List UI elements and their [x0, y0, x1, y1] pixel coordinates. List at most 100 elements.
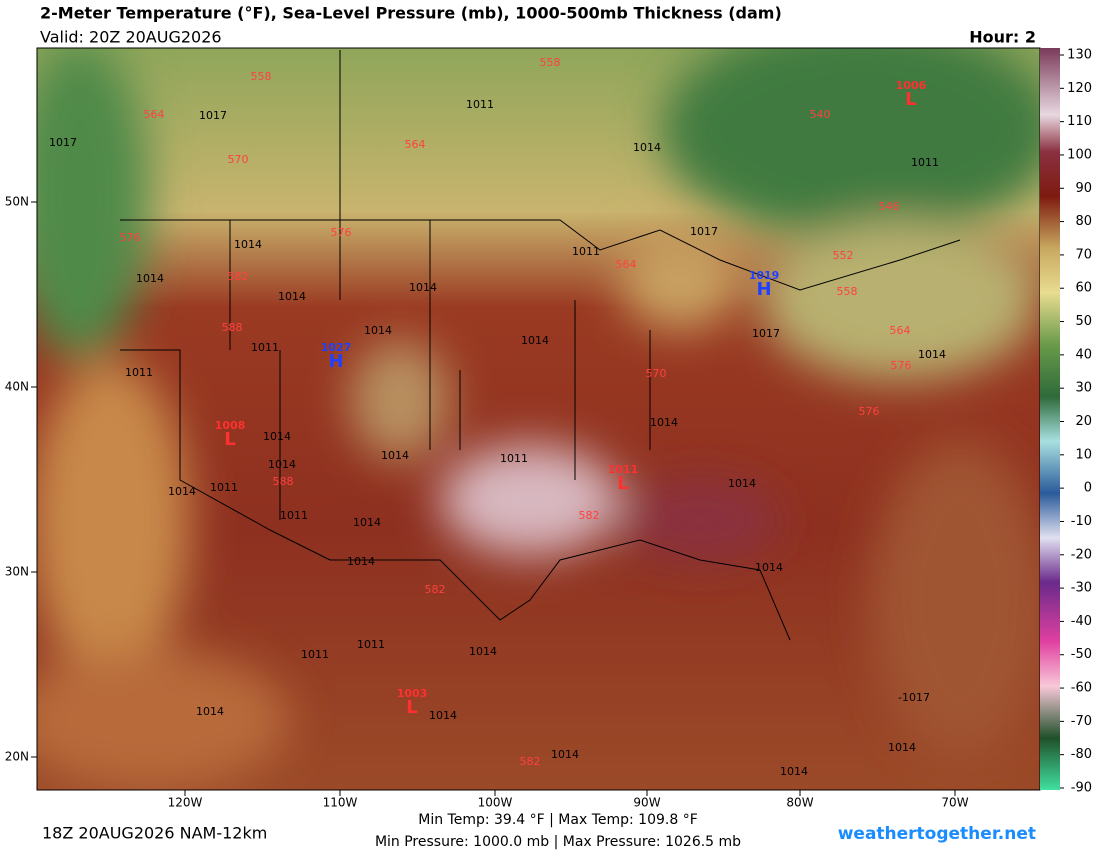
- thickness-label: 582: [425, 583, 446, 596]
- lon-label: 120W: [168, 796, 203, 810]
- colorbar-label: -90: [1071, 781, 1092, 796]
- pressure-label: 1017: [199, 109, 227, 122]
- colorbar-label: 50: [1075, 314, 1092, 329]
- pressure-label: 1014: [780, 765, 808, 778]
- pressure-label: 1017: [49, 136, 77, 149]
- pressure-label: 1014: [409, 281, 437, 294]
- colorbar-label: 130: [1067, 48, 1092, 63]
- pressure-label: 1011: [466, 98, 494, 111]
- thickness-label: 576: [859, 405, 880, 418]
- hour: Hour: 2: [969, 28, 1036, 47]
- center-letter: L: [406, 697, 417, 718]
- thickness-label: 582: [228, 270, 249, 283]
- colorbar-label: 60: [1075, 281, 1092, 296]
- colorbar-label: 100: [1067, 147, 1092, 162]
- thickness-label: 588: [222, 321, 243, 334]
- pressure-label: 1014: [136, 272, 164, 285]
- colorbar-label: 40: [1075, 347, 1092, 362]
- temp-range: Min Temp: 39.4 °F | Max Temp: 109.8 °F: [418, 812, 698, 828]
- center-value: 1019: [749, 269, 780, 282]
- thickness-label: 546: [879, 200, 900, 213]
- center-letter: H: [756, 279, 771, 300]
- thickness-label: 564: [405, 138, 426, 151]
- pressure-label: 1014: [364, 324, 392, 337]
- thickness-label: 552: [833, 249, 854, 262]
- lon-label: 110W: [323, 796, 358, 810]
- colorbar-label: -70: [1071, 714, 1092, 729]
- pressure-label: 1011: [301, 648, 329, 661]
- pressure-label: 1014: [381, 449, 409, 462]
- colorbar-label: 30: [1075, 381, 1092, 396]
- colorbar-label: -80: [1071, 747, 1092, 762]
- colorbar-label: 0: [1084, 481, 1092, 496]
- colorbar-label: -50: [1071, 647, 1092, 662]
- pressure-label: 1014: [234, 238, 262, 251]
- thickness-label: 564: [616, 258, 637, 271]
- lon-label: 80W: [786, 796, 813, 810]
- center-value: 1011: [608, 463, 639, 476]
- pressure-label: 1011: [911, 156, 939, 169]
- pressure-label: 1014: [469, 645, 497, 658]
- thickness-label: 576: [891, 359, 912, 372]
- thickness-label: 576: [120, 231, 141, 244]
- site[interactable]: weathertogether.net: [838, 824, 1036, 844]
- center-letter: L: [224, 429, 235, 450]
- lon-label: 100W: [478, 796, 513, 810]
- lat-label: 30N: [5, 565, 29, 579]
- colorbar-label: -10: [1071, 514, 1092, 529]
- pressure-label: 1014: [521, 334, 549, 347]
- thickness-label: 576: [331, 226, 352, 239]
- thickness-label: 570: [646, 367, 667, 380]
- colorbar-label: 10: [1075, 447, 1092, 462]
- pressure-label: 1014: [168, 485, 196, 498]
- lat-label: 20N: [5, 750, 29, 764]
- pressure-label: 1014: [633, 141, 661, 154]
- colorbar-label: -60: [1071, 681, 1092, 696]
- thickness-label: 558: [540, 56, 561, 69]
- colorbar: [1040, 48, 1060, 790]
- thickness-label: 564: [890, 324, 911, 337]
- pressure-label: 1014: [268, 458, 296, 471]
- colorbar-label: 80: [1075, 214, 1092, 229]
- colorbar-label: -20: [1071, 547, 1092, 562]
- pressure-label: 1011: [210, 481, 238, 494]
- pressure-label: 1014: [429, 709, 457, 722]
- thickness-label: 588: [273, 475, 294, 488]
- center-value: 1006: [896, 79, 927, 92]
- pressure-range: Min Pressure: 1000.0 mb | Max Pressure: …: [375, 834, 741, 850]
- lon-label: 70W: [941, 796, 968, 810]
- center-value: 1003: [397, 687, 428, 700]
- pressure-label: 1011: [125, 366, 153, 379]
- pressure-label: 1014: [650, 416, 678, 429]
- pressure-label: 1014: [755, 561, 783, 574]
- pressure-label: 1014: [347, 555, 375, 568]
- lat-label: 40N: [5, 380, 29, 394]
- thickness-label: 582: [579, 509, 600, 522]
- center-letter: L: [905, 89, 916, 110]
- pressure-label: 1011: [500, 452, 528, 465]
- thickness-label: 558: [251, 70, 272, 83]
- pressure-label: 1014: [728, 477, 756, 490]
- pressure-label: 1014: [551, 748, 579, 761]
- pressure-label: 1011: [251, 341, 279, 354]
- pressure-label: 1011: [357, 638, 385, 651]
- lon-label: 90W: [633, 796, 660, 810]
- pressure-label: 1014: [196, 705, 224, 718]
- colorbar-label: 120: [1067, 81, 1092, 96]
- pressure-label: 1014: [888, 741, 916, 754]
- center-letter: H: [328, 351, 343, 372]
- pressure-label: 1014: [353, 516, 381, 529]
- map: [37, 48, 1040, 790]
- colorbar-label: 90: [1075, 181, 1092, 196]
- pressure-label: -1017: [898, 691, 930, 704]
- pressure-label: 1011: [572, 245, 600, 258]
- center-letter: L: [617, 473, 628, 494]
- thickness-label: 558: [837, 285, 858, 298]
- title: 2-Meter Temperature (°F), Sea-Level Pres…: [40, 4, 782, 23]
- thickness-label: 570: [228, 153, 249, 166]
- center-value: 1008: [215, 419, 246, 432]
- pressure-label: 1017: [752, 327, 780, 340]
- pressure-label: 1017: [690, 225, 718, 238]
- colorbar-label: -30: [1071, 581, 1092, 596]
